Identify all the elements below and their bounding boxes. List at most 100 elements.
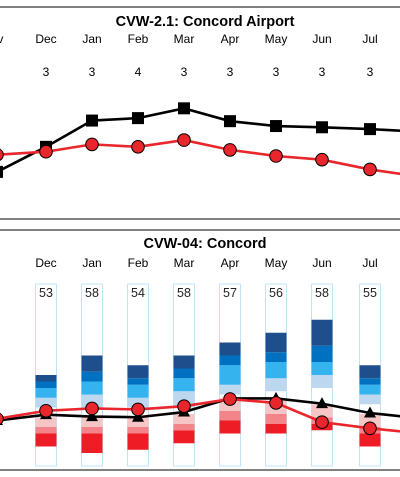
chart-2-blue-dark-bar: [311, 319, 333, 346]
chart-2-red-pale-bar: [127, 417, 149, 427]
chart-2-blue-pale-bar: [359, 394, 381, 405]
chart-2-count-label: 58: [85, 286, 99, 300]
chart-1-frame: [0, 6, 400, 220]
chart-1-model-point: [315, 152, 329, 167]
chart-2-blue-light-bar: [311, 362, 333, 375]
chart-2-blue-dark-bar: [173, 355, 195, 369]
chart-2-red-mid-bar: [127, 427, 149, 434]
chart-cvw04-concord: CVW-04: Concord vDec53Jan58Feb54Mar58Apr…: [0, 226, 400, 477]
chart-1-model-point: [85, 137, 99, 152]
chart-1-model-point: [39, 144, 53, 159]
chart-2-month-label: Dec: [35, 256, 56, 270]
chart-2-count-label: 56: [269, 286, 283, 300]
chart-1-model-point: [363, 162, 377, 177]
chart-1-count-label: 3: [319, 65, 326, 79]
chart-2-observed-point: [316, 397, 328, 409]
chart-1-month-label: Apr: [221, 32, 240, 46]
chart-1-model-point: [223, 143, 237, 157]
chart-2-red-pale-bar: [173, 414, 195, 424]
chart-2-count-label: 55: [363, 286, 377, 300]
chart-2-blue-dark-bar: [265, 332, 287, 353]
chart-2-blue-mid-bar: [219, 355, 241, 366]
chart-2-month-label: Apr: [221, 256, 240, 270]
chart-2-red-dark-bar: [173, 430, 195, 444]
chart-2-blue-pale-bar: [311, 375, 333, 388]
chart-1-month-label: Jul: [362, 32, 377, 46]
chart-1-title: CVW-2.1: Concord Airport: [116, 14, 295, 30]
chart-2-observed-point: [364, 406, 376, 418]
chart-2-month-label: Jan: [82, 256, 101, 270]
chart-2-blue-mid-bar: [311, 345, 333, 362]
chart-2-blue-light-bar: [35, 388, 57, 398]
chart-1-observed-point: [224, 115, 236, 128]
chart-1-month-label: May: [265, 32, 288, 46]
chart-1-month-label: Feb: [128, 32, 149, 46]
chart-2-count-label: 54: [131, 286, 145, 300]
chart-2-blue-mid-bar: [127, 378, 149, 385]
chart-1-count-label: 3: [181, 65, 188, 79]
chart-1-observed-point: [132, 112, 144, 125]
chart-2-blue-pale-bar: [265, 378, 287, 392]
chart-2-svg: CVW-04: Concord vDec53Jan58Feb54Mar58Apr…: [0, 229, 400, 471]
chart-2-red-dark-bar: [359, 433, 381, 447]
chart-2-month-label: Mar: [174, 256, 195, 270]
chart-1-count-label: 4: [135, 65, 142, 79]
chart-2-red-pale-bar: [81, 417, 103, 427]
chart-1-model-point: [0, 148, 4, 161]
chart-2-blue-pale-bar: [127, 397, 149, 408]
chart-2-observed-line: [0, 397, 400, 422]
chart-2-blue-mid-bar: [35, 381, 57, 388]
chart-1-model-point: [269, 149, 283, 163]
chart-2-model-line: [0, 397, 400, 433]
chart-2-month-label: Feb: [128, 256, 149, 270]
chart-1-count-label: 3: [273, 65, 280, 79]
chart-2-model-point: [269, 396, 283, 410]
chart-2-count-label: 57: [223, 286, 237, 300]
chart-2-red-dark-bar: [127, 433, 149, 450]
chart-1-model-point: [177, 133, 191, 147]
chart-2-blue-dark-bar: [359, 365, 381, 379]
chart-2-model-point: [131, 402, 145, 417]
chart-2-red-dark-bar: [219, 420, 241, 434]
chart-2-blue-dark-bar: [219, 342, 241, 356]
chart-2-blue-light-bar: [127, 384, 149, 398]
chart-2-model-point: [315, 415, 329, 429]
chart-1-svg: CVW-2.1: Concord Airport ov 2 Dec 3 Jan 3 Feb 4…: [0, 6, 400, 220]
chart-1-count-label: 3: [367, 65, 374, 79]
chart-2-month-label: Jun: [312, 256, 331, 270]
chart-1-observed-point: [316, 121, 328, 134]
chart-2-red-mid-bar: [35, 427, 57, 434]
chart-1-observed-point: [270, 120, 282, 133]
chart-2-count-label: 53: [39, 286, 53, 300]
chart-1-observed-point: [86, 114, 98, 127]
chart-2-red-mid-bar: [81, 427, 103, 434]
chart-1-observed-point: [364, 123, 376, 136]
chart-2-blue-light-bar: [173, 378, 195, 392]
chart-1-observed-point: [0, 165, 3, 178]
chart-1-month-label: ov: [0, 32, 3, 46]
chart-2-model-point: [39, 403, 53, 418]
chart-2-blue-pale-bar: [219, 384, 241, 395]
chart-2-model-point: [85, 401, 99, 416]
chart-2-red-dark-bar: [81, 433, 103, 453]
chart-2-blue-light-bar: [359, 384, 381, 395]
chart-2-model-point: [223, 392, 237, 406]
chart-2-month-label: May: [265, 256, 288, 270]
chart-2-month-label: Jul: [362, 256, 377, 270]
chart-1-model-line: [0, 138, 400, 176]
chart-1-month-label: Jun: [312, 32, 331, 46]
chart-2-model-point: [363, 421, 377, 436]
chart-1-month-label: Mar: [174, 32, 195, 46]
chart-1-observed-line: [0, 106, 400, 172]
chart-2-blue-mid-bar: [81, 371, 103, 382]
chart-2-blue-dark-bar: [35, 375, 57, 382]
chart-2-blue-dark-bar: [127, 365, 149, 379]
chart-2-observed-point: [132, 410, 144, 422]
chart-2-observed-point: [86, 410, 98, 422]
chart-2-red-dark-bar: [35, 433, 57, 447]
chart-1-count-label: 3: [89, 65, 96, 79]
chart-1-count-label: 2: [0, 65, 1, 79]
chart-1-observed-point: [178, 102, 190, 115]
chart-2-red-mid-bar: [219, 410, 241, 421]
chart-2-model-point: [0, 412, 4, 425]
